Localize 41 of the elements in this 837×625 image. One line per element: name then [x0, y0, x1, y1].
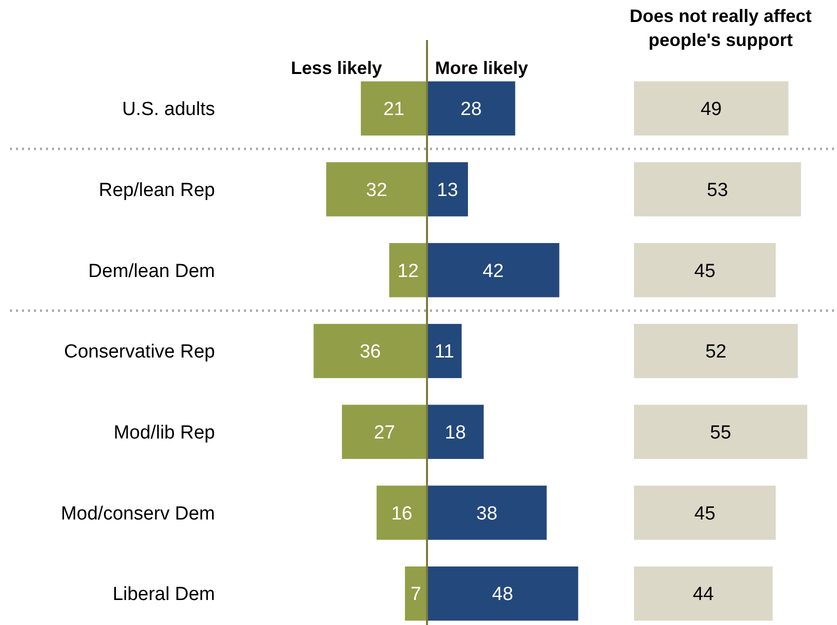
- data-label: 12: [398, 260, 419, 282]
- chart-title: Less likely: [290, 58, 382, 78]
- y-tick-label: Rep/lean Rep: [98, 180, 215, 201]
- chart-title: Does not really affect people's support: [630, 6, 812, 50]
- y-tick-label: Dem/lean Dem: [88, 260, 215, 282]
- bar: [634, 324, 798, 378]
- data-label: 7: [410, 584, 422, 606]
- y-tick-label: U.S. adults: [122, 99, 215, 120]
- data-label: 45: [694, 503, 716, 524]
- y-tick-label: Mod/lib Rep: [114, 422, 215, 444]
- data-label: 28: [460, 99, 482, 120]
- bar: [634, 404, 808, 459]
- bar: [427, 324, 462, 378]
- y-tick-label: Mod/conserv Dem: [60, 503, 215, 524]
- data-label: 53: [706, 180, 728, 201]
- data-label: 49: [700, 99, 722, 120]
- data-label: 36: [360, 342, 381, 363]
- text: More likely: [435, 58, 528, 78]
- bar: [404, 566, 427, 621]
- data-label: 42: [482, 260, 504, 282]
- data-label: 38: [476, 503, 498, 524]
- bar: [634, 162, 801, 216]
- data-label: 18: [444, 422, 466, 444]
- data-label: 32: [366, 180, 388, 201]
- bar: [634, 486, 776, 540]
- data-label: 48: [492, 584, 514, 606]
- data-label: 13: [436, 180, 458, 201]
- data-label: 11: [434, 342, 454, 363]
- data-label: 16: [391, 503, 412, 524]
- data-label: 44: [692, 584, 714, 606]
- data-label: 45: [694, 260, 716, 282]
- data-label: 21: [383, 99, 404, 120]
- bar: [389, 243, 427, 298]
- data-label: 55: [710, 422, 732, 444]
- bar: [634, 243, 776, 298]
- bar: [634, 566, 773, 621]
- y-tick-label: Conservative Rep: [64, 342, 215, 363]
- data-label: 52: [705, 342, 726, 363]
- bar: [634, 81, 788, 136]
- y-tick-label: Liberal Dem: [112, 584, 215, 606]
- data-label: 27: [374, 422, 396, 444]
